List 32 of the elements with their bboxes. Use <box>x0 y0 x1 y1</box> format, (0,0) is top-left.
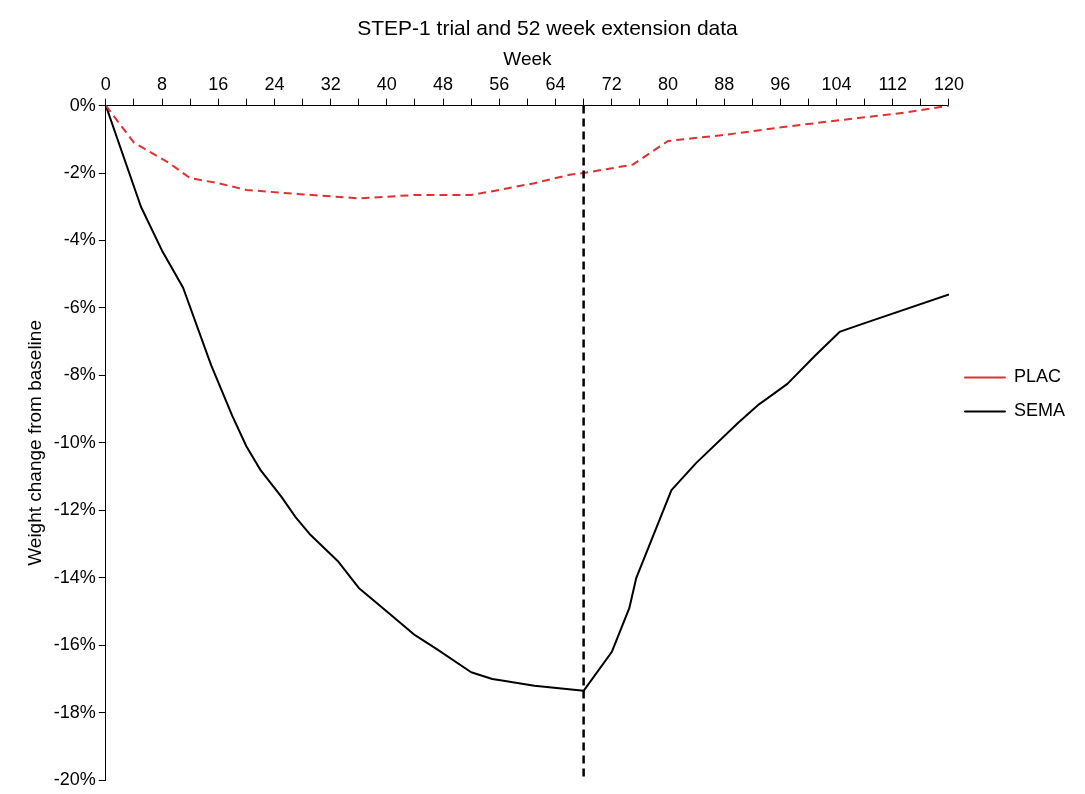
x-tick-label: 0 <box>100 73 111 94</box>
y-tick-label: -20% <box>53 769 96 790</box>
y-tick-label: -14% <box>53 566 96 587</box>
y-tick-label: -8% <box>63 364 96 385</box>
y-axis-title: Weight change from baseline <box>23 320 45 566</box>
y-tick-label: -10% <box>53 431 96 452</box>
y-tick-label: 0% <box>69 94 96 115</box>
x-tick-label: 64 <box>545 73 566 94</box>
y-tick-label: -16% <box>53 634 96 655</box>
legend-label: PLAC <box>1013 366 1062 387</box>
x-tick-label: 8 <box>157 73 168 94</box>
x-tick-label: 80 <box>657 73 678 94</box>
legend-label: SEMA <box>1013 400 1065 421</box>
x-tick-label: 120 <box>933 73 965 94</box>
x-tick-label: 48 <box>433 73 454 94</box>
x-tick-label: 112 <box>878 73 908 94</box>
chart-title: STEP-1 trial and 52 week extension data <box>357 16 739 40</box>
y-tick-label: -18% <box>53 701 96 722</box>
x-tick-label: 40 <box>376 73 397 94</box>
x-tick-label: 96 <box>770 73 791 94</box>
x-tick-label: 72 <box>601 73 622 94</box>
x-axis-title: Week <box>503 47 553 69</box>
x-tick-label: 56 <box>489 73 510 94</box>
y-tick-label: -12% <box>53 499 96 520</box>
x-tick-label: 104 <box>821 73 852 94</box>
x-tick-label: 24 <box>264 73 285 94</box>
y-tick-label: -2% <box>63 162 96 183</box>
y-tick-label: -6% <box>63 296 96 317</box>
x-tick-label: 32 <box>320 73 341 94</box>
y-tick-label: -4% <box>63 229 96 250</box>
x-tick-label: 16 <box>208 73 229 94</box>
x-tick-label: 88 <box>714 73 735 94</box>
